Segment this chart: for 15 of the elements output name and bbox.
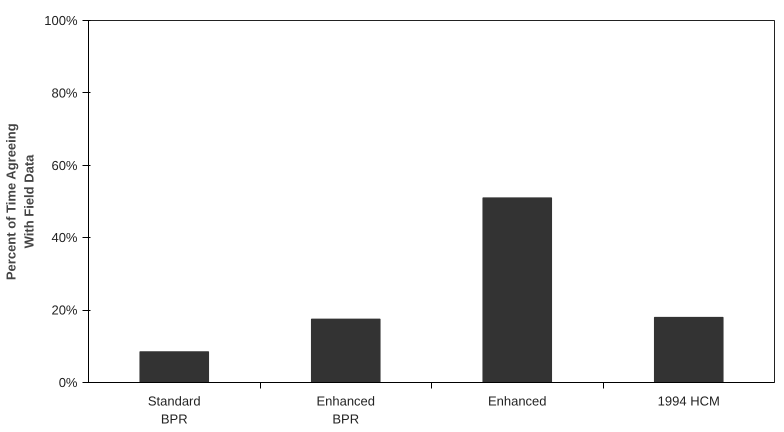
x-tick-label: Standard BPR [148,394,201,426]
y-tick-label: 60% [51,158,78,173]
bar [310,318,381,382]
x-tick-label: 1994 HCM [658,394,720,408]
y-axis-title: Percent of Time Agreeing With Field Data [3,123,36,280]
y-tick-label: 20% [51,302,78,318]
x-tick-label: Enhanced BPR [316,394,376,426]
bar [139,351,210,382]
y-tick-label: 80% [51,85,78,100]
y-tick-label: 40% [51,230,78,246]
bar [654,316,724,382]
x-tick-label: Enhanced [488,394,547,408]
bar [482,197,552,382]
y-tick-label: 0% [58,375,78,390]
y-tick-label: 100% [44,13,78,28]
